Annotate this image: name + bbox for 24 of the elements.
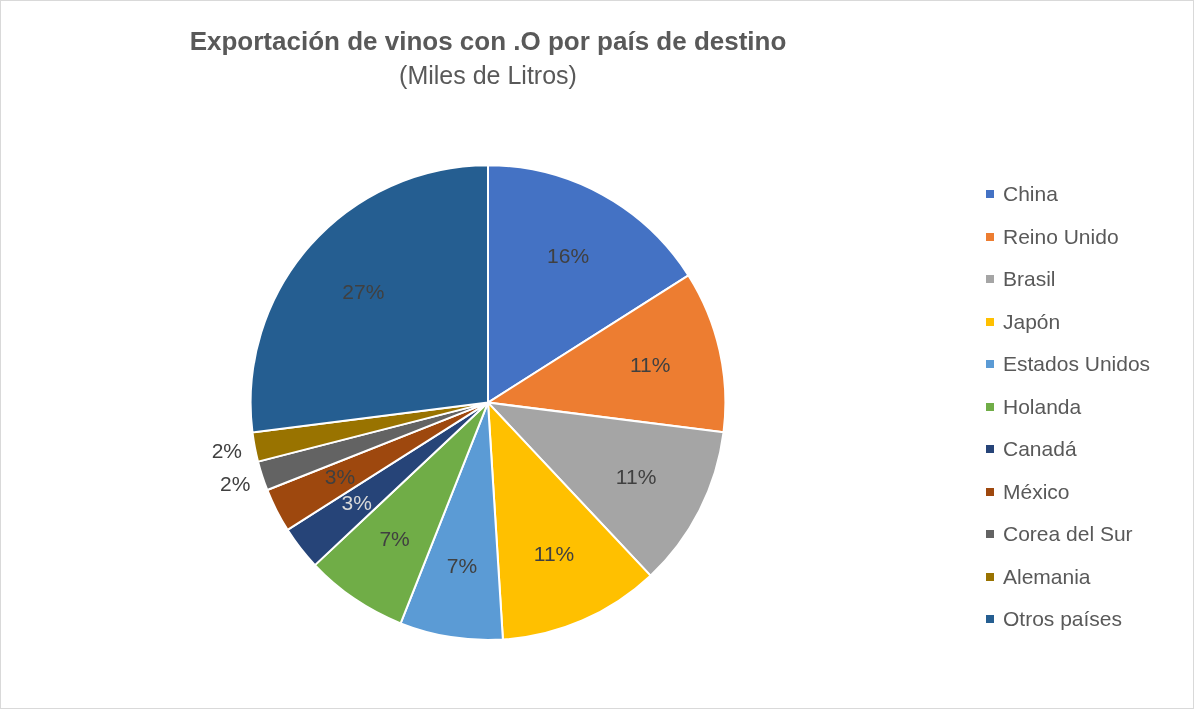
data-label: 11% [533,541,575,565]
data-label: 7% [446,553,478,577]
data-label: 3% [324,464,356,488]
legend-label: Alemania [1003,564,1091,589]
chart-title: Exportación de vinos con .O por país de destino [189,25,787,56]
data-label: 3% [341,491,372,515]
legend-label: Estados Unidos [1003,352,1151,377]
legend-label: Corea del Sur [1003,522,1133,547]
legend-label: Japón [1003,309,1061,334]
data-label: 11% [629,353,671,377]
legend-label: China [1003,182,1058,207]
legend-label: México [1003,479,1070,504]
data-label: 2% [211,439,242,463]
data-label: 11% [615,464,657,488]
legend-label: Brasil [1003,267,1056,292]
legend-label: Otros países [1003,607,1123,632]
legend-label: Holanda [1003,394,1082,419]
legend-label: Reino Unido [1003,224,1119,249]
data-label: 16% [547,243,590,267]
chart-subtitle: (Miles de Litros) [399,61,577,90]
data-label: 2% [219,471,251,495]
legend-label: Canadá [1003,437,1077,462]
data-label: 7% [379,526,410,550]
data-label: 27% [342,279,385,303]
